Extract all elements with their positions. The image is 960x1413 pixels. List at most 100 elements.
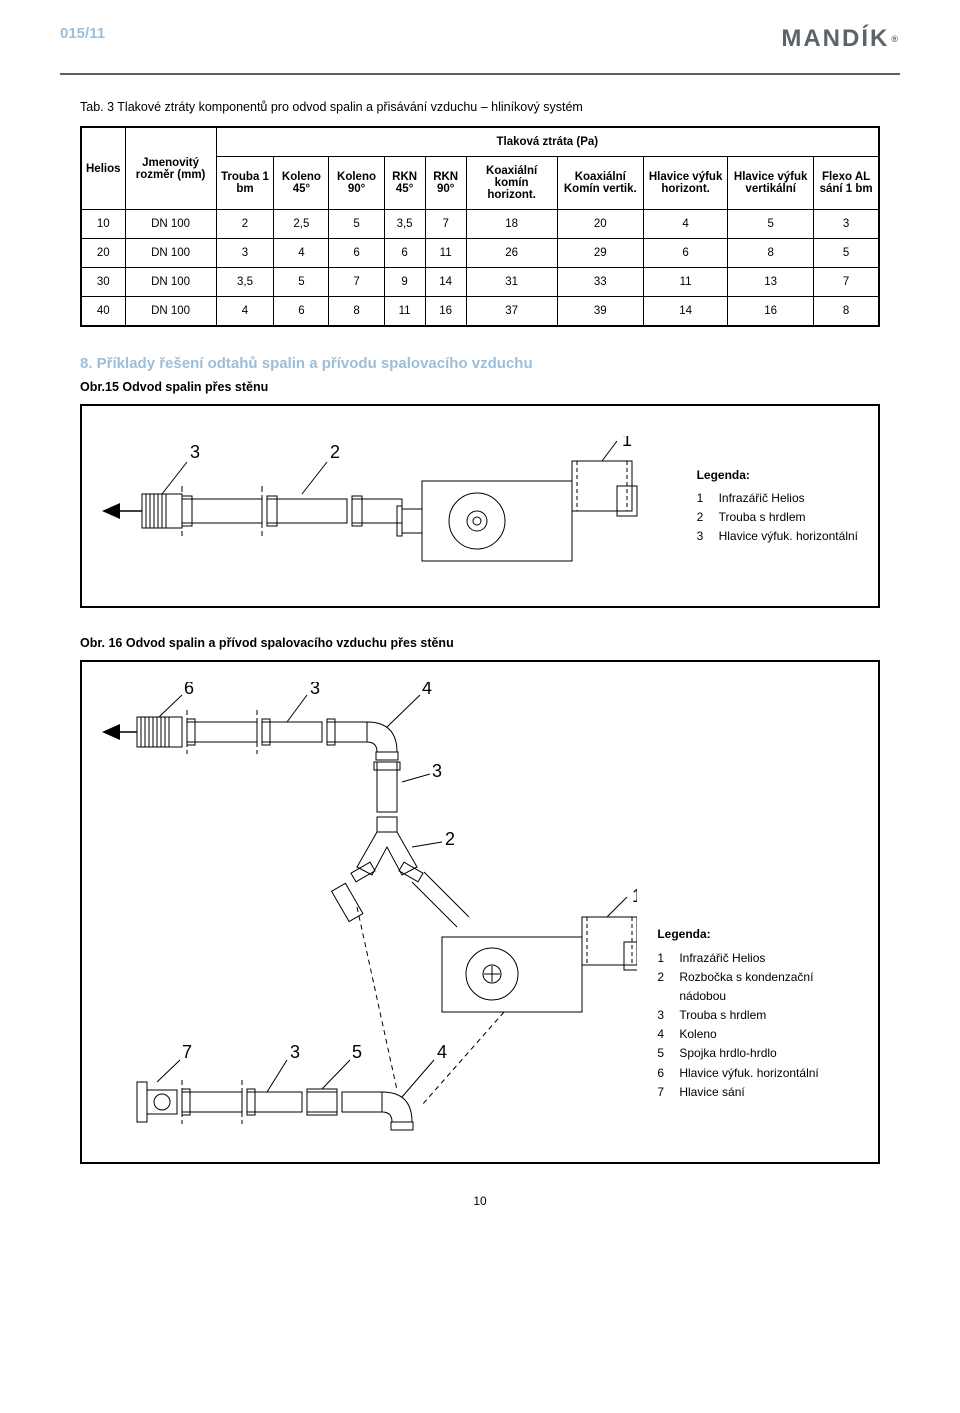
legend-text: Trouba s hrdlem bbox=[679, 1006, 766, 1025]
legend-title: Legenda: bbox=[697, 466, 858, 485]
svg-text:7: 7 bbox=[182, 1042, 192, 1062]
fig16-caption: Obr. 16 Odvod spalin a přívod spalovacíh… bbox=[80, 636, 880, 650]
legend-num: 3 bbox=[697, 527, 709, 546]
legend-row: 3 Hlavice výfuk. horizontální bbox=[697, 527, 858, 546]
cell: 5 bbox=[329, 210, 384, 239]
col-hlavice-h: Hlavice výfuk horizont. bbox=[644, 157, 728, 210]
cell: 6 bbox=[384, 239, 425, 268]
page: 015/11 MANDÍK® Tab. 3 Tlakové ztráty kom… bbox=[0, 0, 960, 1238]
cell: 20 bbox=[557, 210, 643, 239]
col-koleno90: Koleno 90° bbox=[329, 157, 384, 210]
cell: 13 bbox=[728, 268, 814, 297]
fig16-label-1: 1 bbox=[632, 886, 637, 906]
cell: 4 bbox=[274, 239, 329, 268]
fig16-label-2: 2 bbox=[445, 829, 455, 849]
legend-num: 6 bbox=[657, 1064, 669, 1083]
col-hlavice-v: Hlavice výfuk vertikální bbox=[728, 157, 814, 210]
cell: 7 bbox=[329, 268, 384, 297]
legend-text: Hlavice výfuk. horizontální bbox=[719, 527, 858, 546]
col-group-pressure: Tlaková ztráta (Pa) bbox=[216, 127, 879, 157]
fig15-box: 3 2 1 Legenda: 1Infrazářič Helios 2Troub… bbox=[80, 404, 880, 608]
cell: 16 bbox=[728, 297, 814, 327]
cell: 8 bbox=[728, 239, 814, 268]
col-flexo: Flexo AL sání 1 bm bbox=[814, 157, 879, 210]
page-number: 10 bbox=[60, 1194, 900, 1208]
cell: 2,5 bbox=[274, 210, 329, 239]
cell: 9 bbox=[384, 268, 425, 297]
cell: 2 bbox=[216, 210, 274, 239]
col-helios: Helios bbox=[81, 127, 125, 210]
fig15-legend: Legenda: 1Infrazářič Helios 2Trouba s hr… bbox=[697, 466, 858, 547]
legend-row: 3 Trouba s hrdlem bbox=[657, 1006, 858, 1025]
col-koleno45: Koleno 45° bbox=[274, 157, 329, 210]
cell: 5 bbox=[274, 268, 329, 297]
legend-num: 3 bbox=[657, 1006, 669, 1025]
legend-num: 2 bbox=[657, 968, 669, 1006]
cell: 16 bbox=[425, 297, 466, 327]
cell: DN 100 bbox=[125, 210, 216, 239]
cell: 8 bbox=[814, 297, 879, 327]
cell: DN 100 bbox=[125, 268, 216, 297]
pressure-loss-table: Helios Jmenovitý rozměr (mm) Tlaková ztr… bbox=[80, 126, 880, 327]
fig15-label-2: 2 bbox=[330, 442, 340, 462]
table-body: 10 DN 100 2 2,5 5 3,5 7 18 20 4 5 3 20 D… bbox=[81, 210, 879, 327]
legend-text: Infrazářič Helios bbox=[719, 489, 805, 508]
cell: 5 bbox=[814, 239, 879, 268]
fig16-box: 6 3 4 3 bbox=[80, 660, 880, 1164]
logo-text: MANDÍK bbox=[781, 25, 889, 53]
cell: 30 bbox=[81, 268, 125, 297]
cell: 7 bbox=[425, 210, 466, 239]
fig15-caption: Obr.15 Odvod spalin přes stěnu bbox=[80, 380, 880, 394]
header-divider bbox=[60, 73, 900, 75]
cell: 3,5 bbox=[216, 268, 274, 297]
fig15-label-1: 1 bbox=[622, 436, 632, 450]
document-code: 015/11 bbox=[60, 25, 105, 42]
cell: 14 bbox=[644, 297, 728, 327]
fig16-label-6: 6 bbox=[184, 682, 194, 698]
legend-text: Hlavice sání bbox=[679, 1083, 744, 1102]
legend-text: Spojka hrdlo-hrdlo bbox=[679, 1044, 776, 1063]
content-section: Tab. 3 Tlakové ztráty komponentů pro odv… bbox=[60, 100, 900, 1164]
cell: 11 bbox=[384, 297, 425, 327]
col-rkn45: RKN 45° bbox=[384, 157, 425, 210]
fig16-diagram: 6 3 4 3 bbox=[102, 682, 637, 1142]
table-row: 30 DN 100 3,5 5 7 9 14 31 33 11 13 7 bbox=[81, 268, 879, 297]
fig15-diagram: 3 2 1 bbox=[102, 436, 662, 576]
legend-num: 7 bbox=[657, 1083, 669, 1102]
svg-text:4: 4 bbox=[437, 1042, 447, 1062]
cell: 14 bbox=[425, 268, 466, 297]
table-row: 20 DN 100 3 4 6 6 11 26 29 6 8 5 bbox=[81, 239, 879, 268]
fig16-legend: Legenda: 1Infrazářič Helios 2Rozbočka s … bbox=[657, 925, 858, 1102]
cell: 39 bbox=[557, 297, 643, 327]
cell: 4 bbox=[216, 297, 274, 327]
cell: 7 bbox=[814, 268, 879, 297]
cell: 10 bbox=[81, 210, 125, 239]
cell: 4 bbox=[644, 210, 728, 239]
fig16-label-3a: 3 bbox=[310, 682, 320, 698]
brand-logo: MANDÍK® bbox=[781, 25, 900, 53]
legend-title: Legenda: bbox=[657, 925, 858, 944]
cell: 6 bbox=[274, 297, 329, 327]
cell: 31 bbox=[466, 268, 557, 297]
legend-row: 5Spojka hrdlo-hrdlo bbox=[657, 1044, 858, 1063]
cell: 3 bbox=[216, 239, 274, 268]
logo-registered: ® bbox=[891, 34, 900, 44]
cell: 3 bbox=[814, 210, 879, 239]
cell: 20 bbox=[81, 239, 125, 268]
cell: 11 bbox=[425, 239, 466, 268]
legend-row: 4Koleno bbox=[657, 1025, 858, 1044]
cell: 6 bbox=[329, 239, 384, 268]
cell: 3,5 bbox=[384, 210, 425, 239]
legend-row: 1Infrazářič Helios bbox=[657, 949, 858, 968]
table-row: 10 DN 100 2 2,5 5 3,5 7 18 20 4 5 3 bbox=[81, 210, 879, 239]
cell: 11 bbox=[644, 268, 728, 297]
table-caption: Tab. 3 Tlakové ztráty komponentů pro odv… bbox=[80, 100, 880, 114]
fig16-label-4a: 4 bbox=[422, 682, 432, 698]
cell: 18 bbox=[466, 210, 557, 239]
cell: DN 100 bbox=[125, 297, 216, 327]
cell: 26 bbox=[466, 239, 557, 268]
cell: 40 bbox=[81, 297, 125, 327]
col-trouba: Trouba 1 bm bbox=[216, 157, 274, 210]
cell: 33 bbox=[557, 268, 643, 297]
legend-text: Koleno bbox=[679, 1025, 716, 1044]
